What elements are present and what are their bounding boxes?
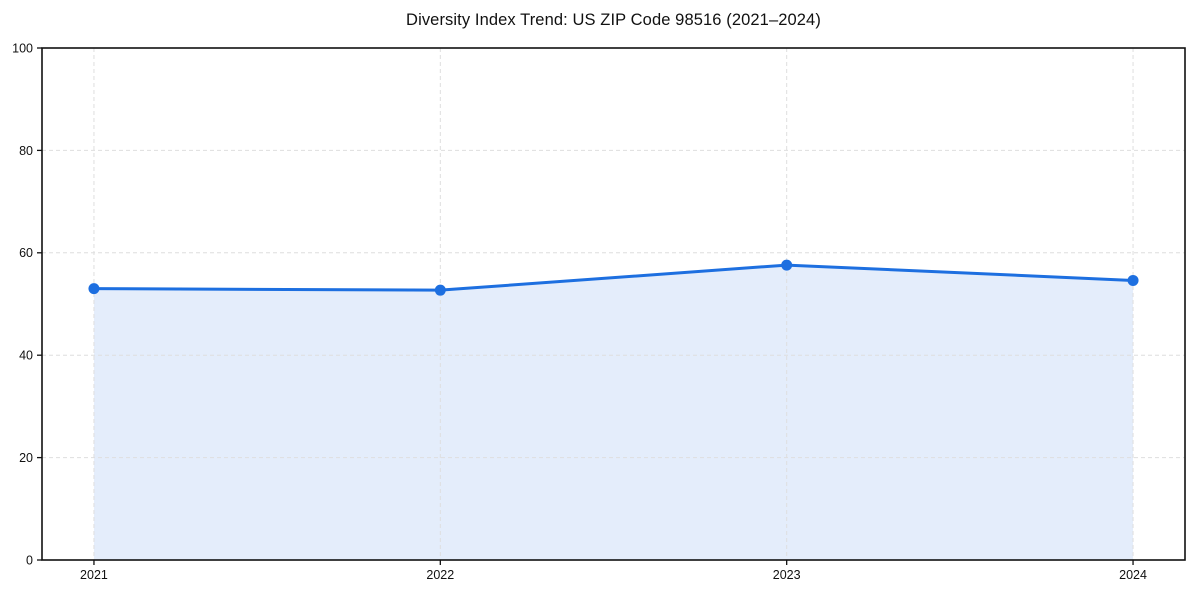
chart-title: Diversity Index Trend: US ZIP Code 98516… — [406, 11, 821, 29]
y-axis-tick-label: 20 — [19, 451, 33, 465]
y-axis-tick-label: 0 — [26, 553, 33, 567]
x-axis-tick-label: 2022 — [426, 568, 454, 582]
axes-frame — [41, 47, 1186, 561]
y-axis-tick-label: 40 — [19, 349, 33, 363]
y-axis-tick-label: 80 — [19, 144, 33, 158]
area-fill — [93, 265, 1134, 560]
data-point-marker — [781, 259, 793, 271]
trend-line — [92, 263, 1135, 292]
y-axis-tick-label: 100 — [12, 41, 33, 55]
x-axis-tick-label: 2021 — [80, 568, 108, 582]
x-axis-tick-label: 2023 — [773, 568, 801, 582]
data-point-marker — [1127, 274, 1139, 286]
x-axis-tick-label: 2024 — [1119, 568, 1147, 582]
data-point-marker — [88, 283, 100, 295]
y-axis-tick-label: 60 — [19, 246, 33, 260]
data-point-marker — [434, 284, 446, 296]
